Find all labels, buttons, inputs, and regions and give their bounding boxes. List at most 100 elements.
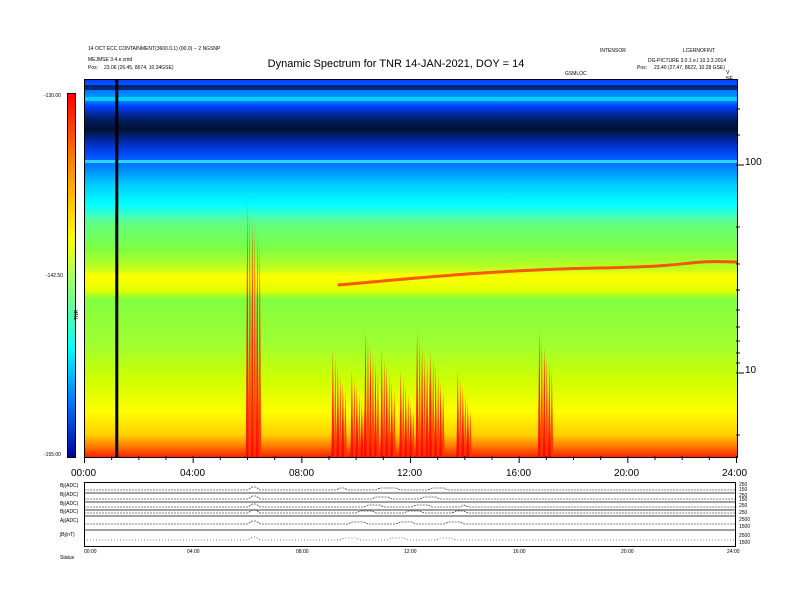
burst-mark [399,370,403,457]
burst-mark [418,338,422,457]
header-right-top1: INTENSOR [600,48,626,54]
burst-mark [411,410,415,457]
band-cyan-2 [85,160,737,163]
x-axis-ticks [84,456,737,463]
burst-mark [409,402,413,457]
panel3-tick-a: 250 [739,503,748,509]
burst-mark [439,382,443,457]
burst-mark [415,330,419,457]
burst-mark [360,402,364,457]
colorbar-label: TNR [74,309,80,320]
panel5-tick-b: 1500 [739,524,751,530]
burst-mark [255,232,259,457]
burst-mark [423,354,427,457]
mini-x-tick-1: 04:00 [187,549,200,555]
burst-mark [547,362,551,457]
chart-title: Dynamic Spectrum for TNR 14-JAN-2021, DO… [267,58,525,70]
header-pos-value-left: 23.06 (26.45, 8674, 10.34GSE) [104,65,174,71]
burst-mark [390,382,394,457]
mini-x-tick-3: 12:00 [404,549,417,555]
burst-mark [385,366,389,457]
burst-mark [343,390,347,457]
x-tick-2: 08:00 [289,468,315,479]
panel6-tick-a: 2500 [739,533,751,539]
housekeeping-trace [84,486,736,491]
burst-mark [420,346,424,457]
panel-label-1: Bj(ADC) [60,483,79,489]
emission-line-group [337,260,737,287]
burst-mark [373,362,377,457]
panel2-tick-b: 150 [739,497,748,503]
burst-mark [368,346,372,457]
burst-mark [431,358,435,457]
burst-mark [401,378,405,457]
burst-mark [352,378,356,457]
housekeeping-panels [84,482,736,547]
spectrum-background [85,80,737,457]
burst-mark [429,350,433,457]
mini-x-tick-4: 16:00 [513,549,526,555]
burst-group [245,200,554,457]
burst-mark [376,370,380,457]
x-tick-6: 24:00 [722,468,748,479]
panel4-tick-a: 250 [739,510,748,516]
emission-line [337,260,737,287]
mini-x-tick-6: 24:00 [727,549,740,555]
header-center-label: GSMLOC [565,71,587,77]
burst-mark [245,200,249,457]
band-cyan-1 [85,97,737,101]
header-right-top2: LCERNOFINT [683,48,715,54]
panel-label-3: Bj(ADC) [60,501,79,507]
header-pos-value-right: 23.40 (27.47, 8622, 10.28 GSE) [654,65,725,71]
panel6-tick-b: 1500 [739,540,751,546]
right-axis-ticks [736,108,744,436]
housekeeping-trace [84,503,736,508]
burst-mark [250,216,254,457]
burst-mark [425,362,429,457]
colorbar-tick-mid: -142.50 [46,273,63,279]
burst-mark [406,394,410,457]
burst-mark [441,390,445,457]
colorbar-tick-top: -130.00 [44,93,61,99]
burst-mark [404,386,408,457]
panel1-tick-a: 250 [739,482,748,488]
burst-mark [463,394,467,457]
panel1-tick-b: 150 [739,487,748,493]
panel-label-4: Bj(ADC) [60,509,79,515]
burst-mark [540,338,544,457]
burst-mark [341,382,345,457]
burst-mark [355,386,359,457]
burst-mark [350,370,354,457]
burst-mark [461,386,465,457]
spectrogram-svg [85,80,737,457]
burst-mark [363,330,367,457]
burst-mark [545,354,549,457]
mini-x-tick-0: 00:00 [84,549,97,555]
housekeeping-trace [84,536,736,541]
burst-mark [366,338,370,457]
burst-mark [468,410,472,457]
colorbar-tick-bottom: -155.00 [44,452,61,458]
panel-label-5: Aj(ADC) [60,518,79,524]
header-meta-line1: 14 OCT ECC CONTAINMENT(3600.0.1) (00.0) … [88,46,221,52]
burst-mark [382,358,386,457]
x-tick-0: 00:00 [71,468,97,479]
burst-mark [357,394,361,457]
burst-mark [550,370,554,457]
burst-mark [436,374,440,457]
burst-mark [338,374,342,457]
burst-mark [387,374,391,457]
status-label: Status [60,555,75,561]
burst-mark [380,350,384,457]
burst-mark [336,366,340,457]
panel-label-6: jBj(nT) [60,532,75,538]
header-pos-label-right: Pos: [637,65,648,71]
header-right-line2: DG-PICTURE 3.0.1 e.l 10.3.3.2014 [648,58,727,64]
burst-mark [333,358,337,457]
burst-mark [258,240,262,457]
mini-x-tick-5: 20:00 [621,549,634,555]
panel-label-2: Bj(ADC) [60,492,79,498]
burst-mark [434,366,438,457]
housekeeping-trace [84,495,736,500]
mini-x-tick-2: 08:00 [296,549,309,555]
